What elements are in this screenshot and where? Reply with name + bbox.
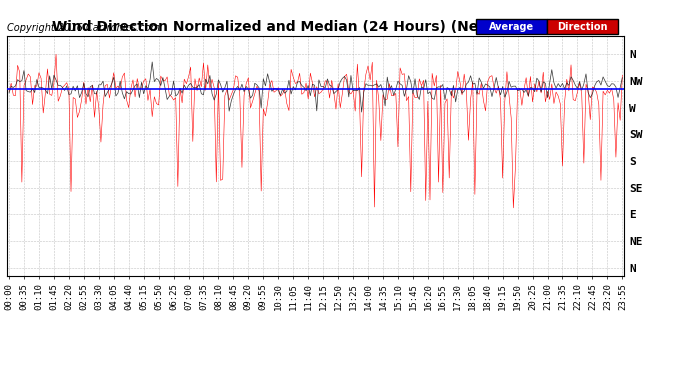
Title: Wind Direction Normalized and Median (24 Hours) (New) 20160117: Wind Direction Normalized and Median (24… xyxy=(52,21,580,34)
Text: Copyright 2016 Cartronics.com: Copyright 2016 Cartronics.com xyxy=(7,23,160,33)
Text: Direction: Direction xyxy=(558,22,608,32)
Text: Average: Average xyxy=(489,22,534,32)
FancyBboxPatch shape xyxy=(547,19,618,34)
FancyBboxPatch shape xyxy=(476,19,547,34)
